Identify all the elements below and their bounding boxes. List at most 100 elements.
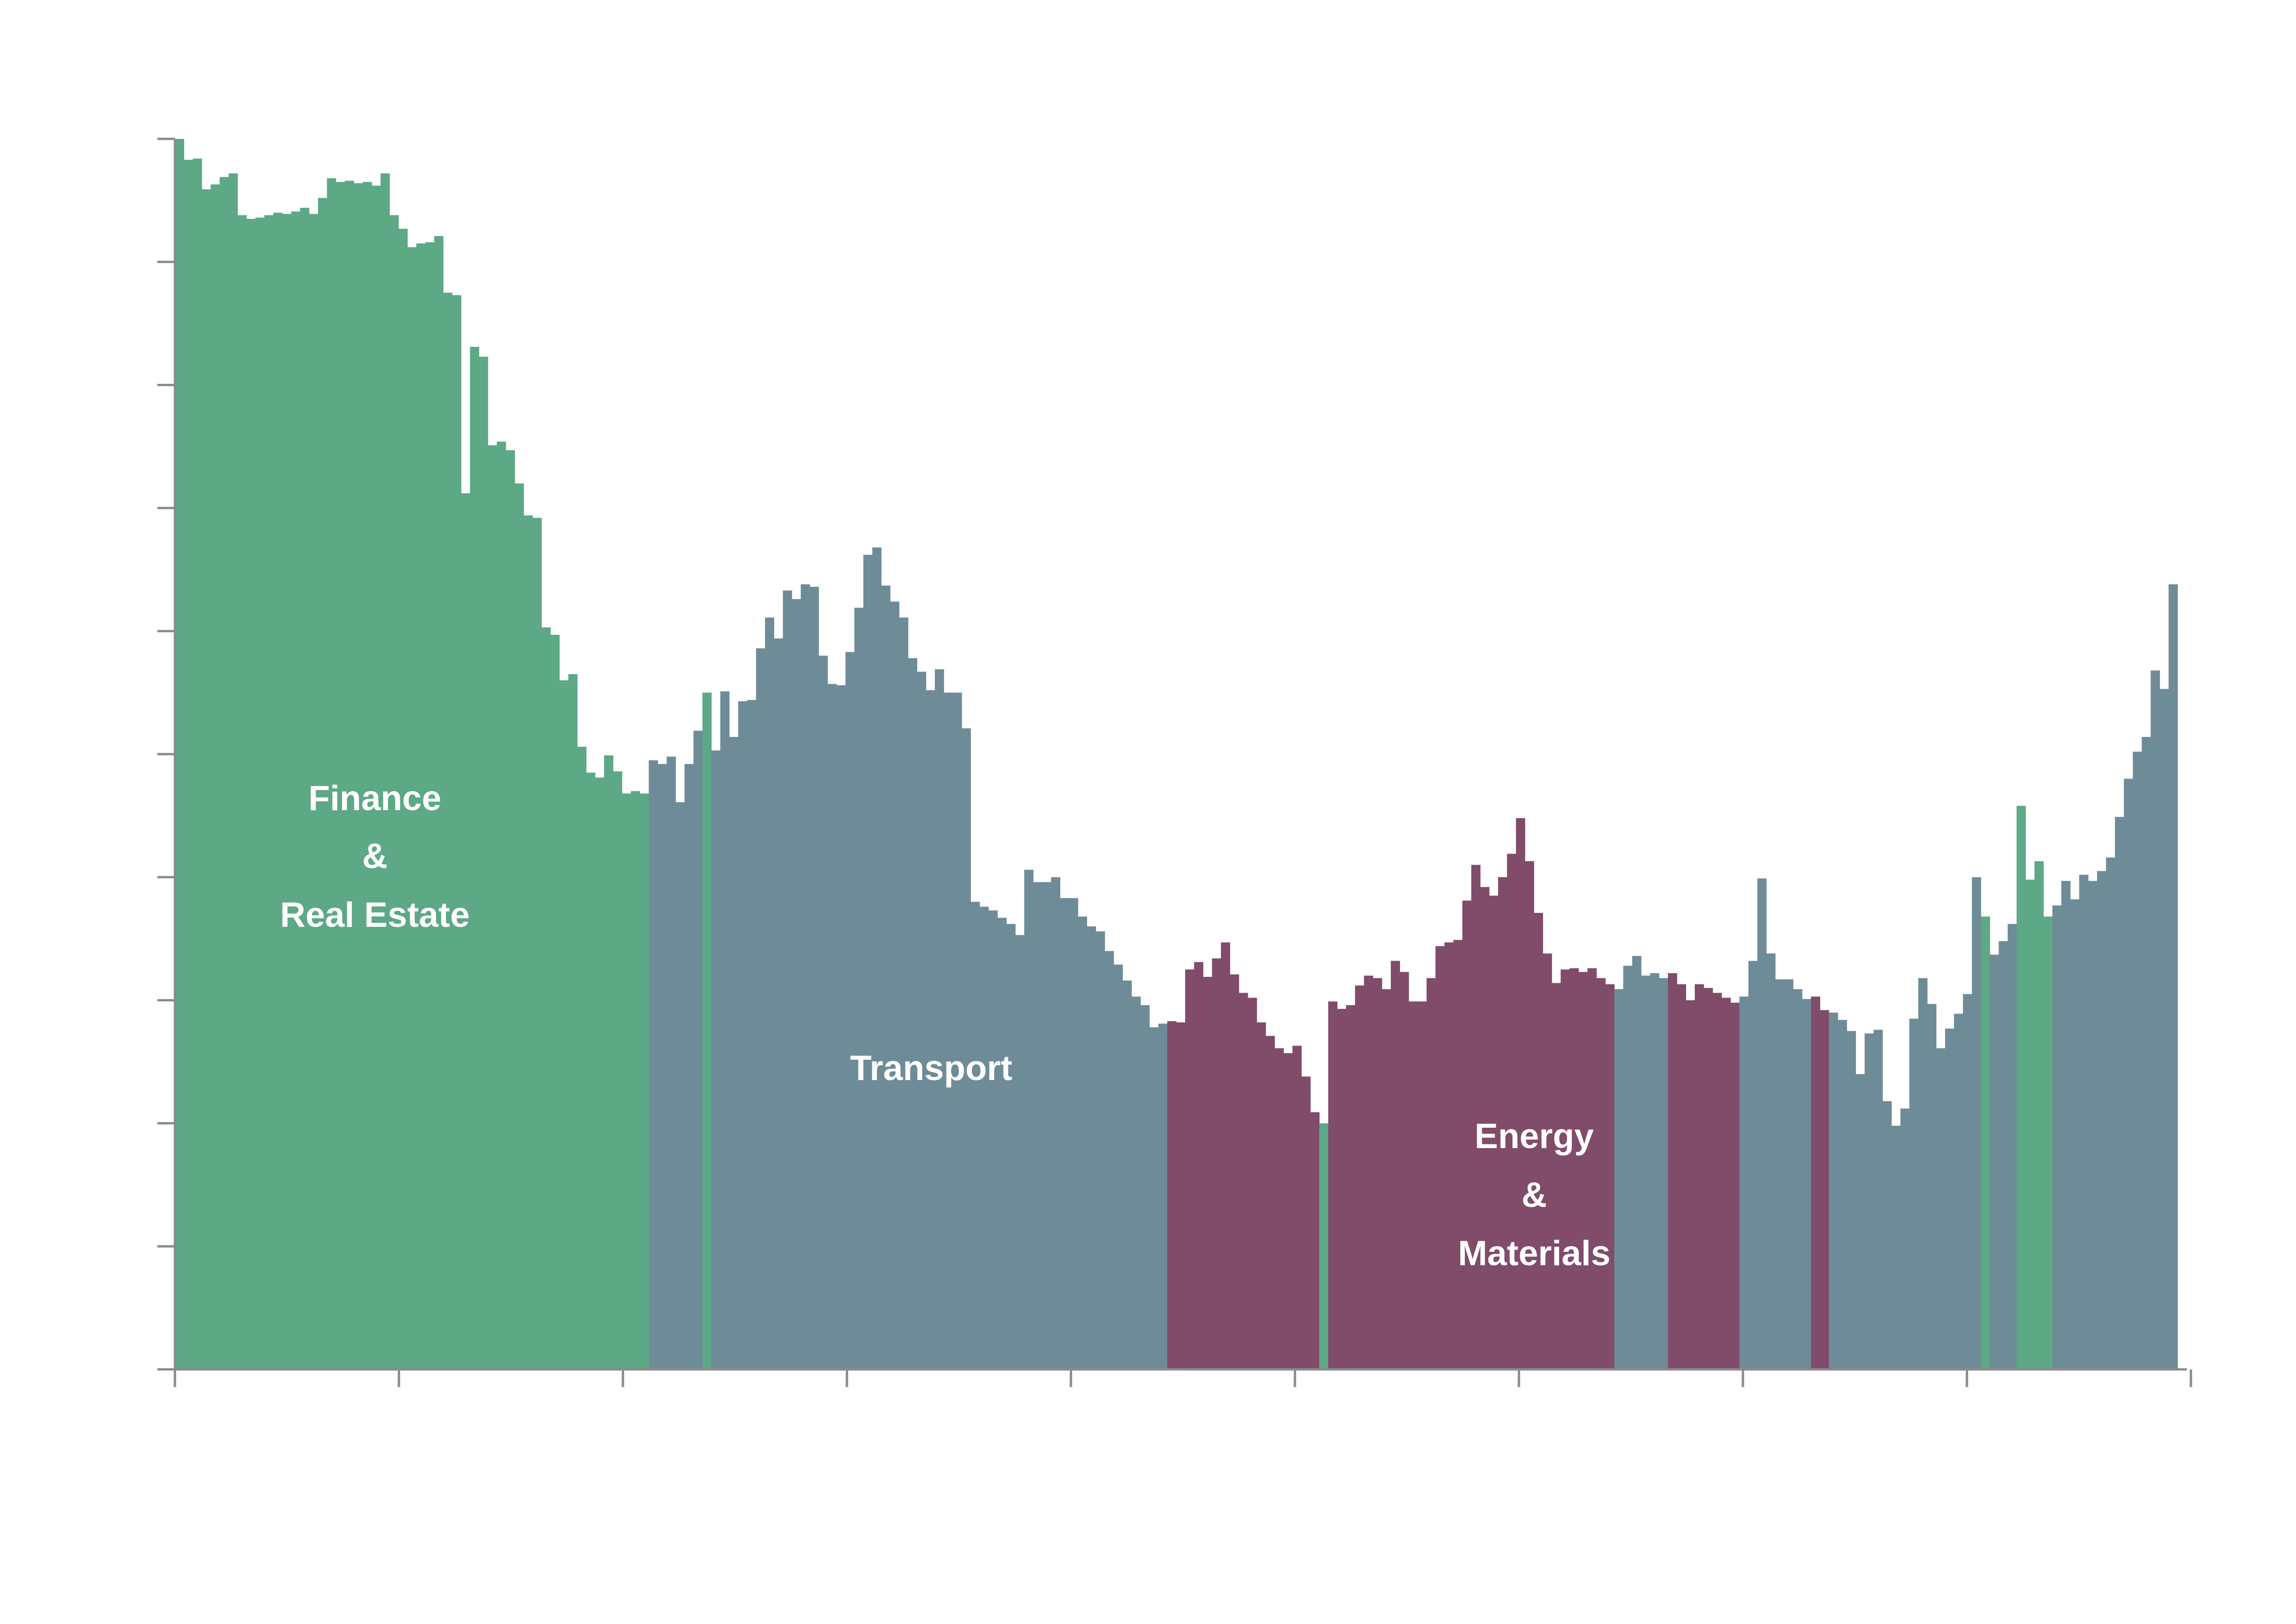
bar-transport xyxy=(2168,584,2178,1369)
bar-energy xyxy=(1516,818,1525,1369)
bar-finance xyxy=(318,198,327,1369)
bar-finance xyxy=(184,160,193,1370)
bar-transport xyxy=(934,669,944,1369)
bar-transport xyxy=(774,638,784,1369)
bar-energy xyxy=(1453,940,1463,1369)
bar-finance xyxy=(1319,1123,1329,1369)
bar-finance xyxy=(515,483,524,1369)
bar-finance xyxy=(389,215,399,1369)
bar-transport xyxy=(1954,1013,1963,1369)
bar-finance xyxy=(255,218,265,1370)
bar-energy xyxy=(1418,1001,1427,1369)
bar-transport xyxy=(1060,898,1070,1369)
bar-transport xyxy=(1855,1074,1865,1369)
bar-finance xyxy=(631,791,641,1369)
bar-transport xyxy=(1998,941,2008,1369)
bar-transport xyxy=(979,906,989,1369)
region-label-energy: Energy xyxy=(1475,1117,1594,1156)
bar-energy xyxy=(1167,1021,1177,1369)
bar-finance xyxy=(595,777,604,1369)
bar-transport xyxy=(666,756,676,1369)
bar-finance xyxy=(211,184,220,1369)
bar-energy xyxy=(1176,1022,1186,1369)
bar-finance xyxy=(237,215,247,1369)
bar-energy xyxy=(1507,854,1517,1369)
bar-energy xyxy=(1310,1112,1320,1369)
region-label-finance: & xyxy=(362,837,388,876)
bar-energy xyxy=(1694,984,1704,1369)
bar-energy xyxy=(1498,877,1507,1369)
bar-transport xyxy=(2097,871,2107,1369)
bar-finance xyxy=(425,242,435,1369)
bar-finance xyxy=(523,515,533,1369)
bar-energy xyxy=(1569,968,1579,1369)
bar-energy xyxy=(1221,942,1230,1369)
bar-finance xyxy=(479,356,488,1369)
bar-transport xyxy=(684,764,694,1369)
bar-transport xyxy=(1802,999,1811,1369)
bar-transport xyxy=(988,910,998,1369)
bar-transport xyxy=(854,607,864,1369)
bar-transport xyxy=(791,599,801,1369)
bar-transport xyxy=(1963,994,1972,1369)
bar-finance xyxy=(452,295,461,1369)
bar-transport xyxy=(2141,737,2151,1369)
bar-finance xyxy=(2034,861,2044,1369)
bar-transport xyxy=(1748,961,1758,1369)
bar-energy xyxy=(1462,900,1472,1369)
bar-transport xyxy=(1936,1048,1946,1369)
bar-transport xyxy=(1632,956,1642,1369)
bar-finance xyxy=(550,635,560,1369)
bar-transport xyxy=(1945,1028,1954,1369)
bar-transport xyxy=(1006,924,1016,1369)
bar-transport xyxy=(1641,975,1650,1369)
bar-transport xyxy=(1069,898,1078,1369)
bar-finance xyxy=(201,189,211,1370)
bar-transport xyxy=(971,901,980,1369)
bar-transport xyxy=(1909,1018,1919,1369)
bar-energy xyxy=(1355,985,1364,1369)
bar-finance xyxy=(309,214,318,1369)
bar-transport xyxy=(997,918,1007,1369)
bar-transport xyxy=(1087,926,1096,1369)
bar-transport xyxy=(738,701,747,1369)
bar-transport xyxy=(1078,916,1087,1369)
bar-energy xyxy=(1668,973,1677,1369)
bar-transport xyxy=(1122,981,1132,1369)
bar-transport xyxy=(1015,935,1025,1369)
bar-transport xyxy=(818,656,828,1369)
bar-energy xyxy=(1578,972,1588,1369)
bar-transport xyxy=(711,750,721,1369)
bar-finance xyxy=(505,450,515,1369)
bar-transport xyxy=(2061,881,2071,1369)
bar-transport xyxy=(1775,979,1785,1369)
bar-finance xyxy=(1981,916,1990,1369)
bar-finance xyxy=(461,493,471,1369)
bar-transport xyxy=(890,601,900,1369)
bar-transport xyxy=(1990,955,1999,1369)
bar-transport xyxy=(908,658,917,1369)
bar-transport xyxy=(1784,979,1793,1369)
bar-transport xyxy=(1042,882,1052,1369)
bar-energy xyxy=(1686,1000,1695,1369)
bar-transport xyxy=(1131,996,1141,1369)
bar-transport xyxy=(2115,817,2124,1369)
bar-transport xyxy=(1757,878,1767,1369)
bar-finance xyxy=(559,680,569,1369)
bar-energy xyxy=(1337,1009,1347,1369)
bar-finance xyxy=(702,693,712,1369)
bar-transport xyxy=(828,684,837,1369)
bar-transport xyxy=(765,617,774,1369)
bar-transport xyxy=(2007,924,2017,1369)
bar-transport xyxy=(872,547,882,1369)
bar-energy xyxy=(1381,989,1391,1369)
bar-transport xyxy=(809,587,819,1369)
bar-energy xyxy=(1489,895,1499,1369)
bar-finance xyxy=(640,793,649,1369)
bar-transport xyxy=(836,685,846,1369)
bar-transport xyxy=(1024,869,1034,1369)
bar-energy xyxy=(1230,974,1239,1369)
bar-transport xyxy=(1140,1005,1150,1369)
bar-transport xyxy=(1829,1012,1838,1369)
bar-energy xyxy=(1551,983,1561,1369)
